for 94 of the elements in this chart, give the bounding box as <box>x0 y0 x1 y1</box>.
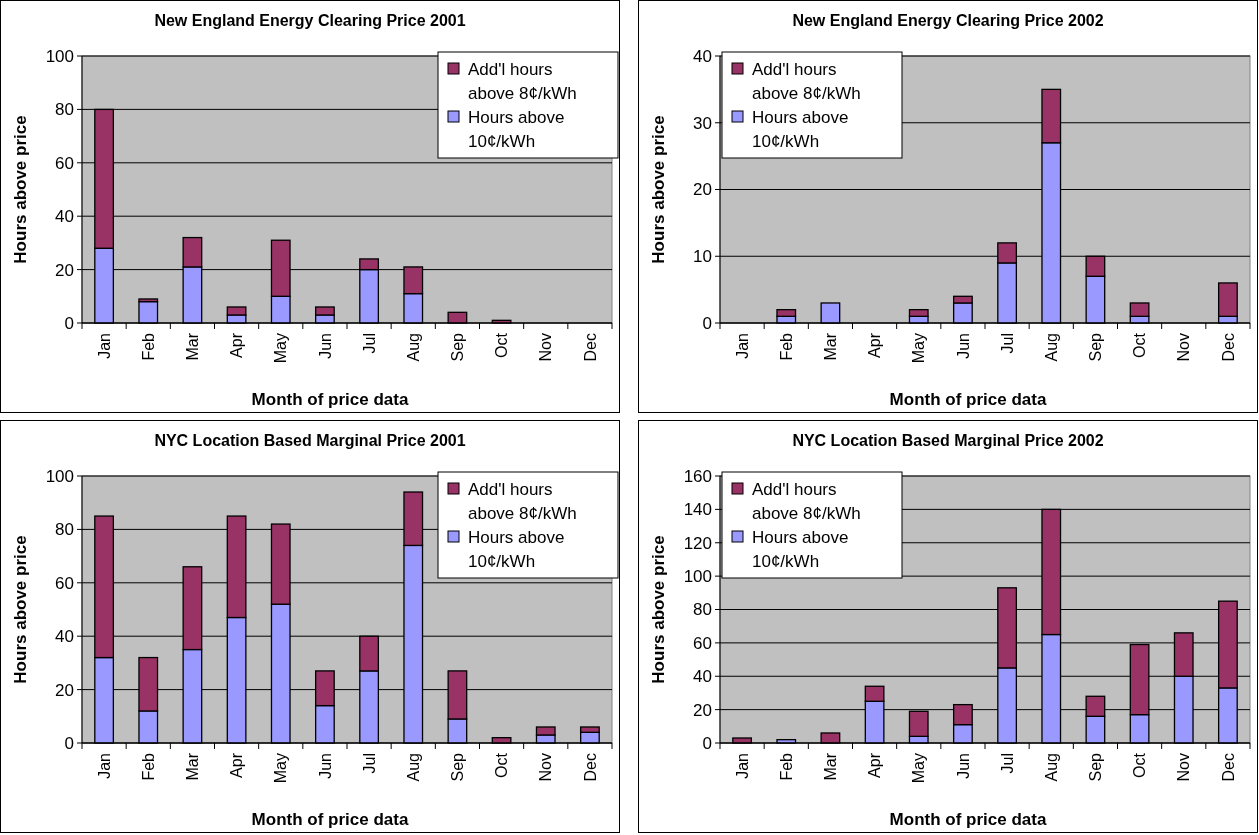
y-tick-label: 160 <box>683 466 712 486</box>
x-tick-label: Nov <box>537 333 555 362</box>
y-tick-label: 0 <box>702 733 712 753</box>
legend-label: Hours above 10¢/kWh <box>468 108 565 151</box>
x-axis-title: Month of price data <box>251 390 409 409</box>
y-tick-label: 100 <box>683 567 712 587</box>
y-tick-label: 40 <box>55 207 74 227</box>
x-tick-label: Feb <box>139 752 157 781</box>
y-tick-label: 20 <box>693 700 712 720</box>
x-tick-label: Mar <box>822 752 840 781</box>
x-tick-label: Jan <box>95 753 113 779</box>
x-tick-label: Jul <box>998 753 1016 774</box>
x-tick-label: Jun <box>316 753 334 779</box>
x-tick-label: Nov <box>1175 753 1193 782</box>
x-tick-label: May <box>910 753 928 784</box>
x-tick-label: Jun <box>954 753 972 779</box>
x-tick-label: Jul <box>360 333 378 354</box>
x-tick-label: Oct <box>493 332 511 358</box>
y-tick-label: 30 <box>693 113 712 133</box>
x-axis-title: Month of price data <box>251 810 409 829</box>
x-tick-label: Feb <box>139 332 157 361</box>
legend-label: Hours above 10¢/kWh <box>468 528 565 571</box>
x-tick-label: Jul <box>360 753 378 774</box>
x-tick-label: Sep <box>449 752 467 782</box>
x-tick-label: Jun <box>316 333 334 359</box>
x-tick-label: Aug <box>404 753 422 782</box>
x-tick-label: Feb <box>777 332 795 361</box>
x-tick-label: Jun <box>954 333 972 359</box>
x-axis-title: Month of price data <box>889 390 1047 409</box>
y-tick-label: 20 <box>55 680 74 700</box>
x-tick-label: Oct <box>1131 332 1149 358</box>
x-tick-label: May <box>910 333 928 364</box>
chart-title: New England Energy Clearing Price 2001 <box>154 12 466 29</box>
y-tick-label: 10 <box>693 247 712 267</box>
x-tick-label: Aug <box>404 333 422 362</box>
x-tick-label: Apr <box>228 752 246 778</box>
legend-label: Add'l hours above 8¢/kWh <box>752 60 861 103</box>
x-tick-label: Sep <box>449 332 467 362</box>
y-tick-label: 140 <box>683 500 712 520</box>
y-axis-title: Hours above price <box>11 535 30 684</box>
chart-title: NYC Location Based Marginal Price 2001 <box>154 432 466 449</box>
chart-title: NYC Location Based Marginal Price 2002 <box>792 432 1104 449</box>
legend-label: Hours above 10¢/kWh <box>752 528 849 571</box>
x-tick-label: Jan <box>95 333 113 359</box>
y-tick-label: 100 <box>45 466 74 486</box>
y-axis-title: Hours above price <box>11 115 30 264</box>
y-tick-label: 40 <box>693 46 712 66</box>
y-tick-label: 40 <box>693 667 712 687</box>
x-tick-label: Aug <box>1042 753 1060 782</box>
y-tick-label: 20 <box>55 260 74 280</box>
x-tick-label: Dec <box>1219 753 1237 782</box>
legend-label: Add'l hours above 8¢/kWh <box>468 60 577 103</box>
x-tick-label: Jan <box>733 333 751 359</box>
y-tick-label: 80 <box>55 100 74 120</box>
y-tick-label: 100 <box>45 46 74 66</box>
legend-label: Hours above 10¢/kWh <box>752 108 849 151</box>
x-tick-label: Jan <box>733 753 751 779</box>
y-axis-title: Hours above price <box>649 535 668 684</box>
y-tick-label: 60 <box>55 573 74 593</box>
x-tick-label: Apr <box>866 752 884 778</box>
x-tick-label: Dec <box>1219 333 1237 362</box>
x-tick-label: Aug <box>1042 333 1060 362</box>
x-tick-label: Nov <box>1175 333 1193 362</box>
y-tick-label: 0 <box>64 733 74 753</box>
y-tick-label: 0 <box>702 313 712 333</box>
x-tick-label: Oct <box>493 752 511 778</box>
chart-title: New England Energy Clearing Price 2002 <box>792 12 1104 29</box>
x-tick-label: Sep <box>1087 332 1105 362</box>
y-tick-label: 120 <box>683 533 712 553</box>
x-tick-label: May <box>272 753 290 784</box>
y-tick-label: 80 <box>55 520 74 540</box>
x-tick-label: Oct <box>1131 752 1149 778</box>
x-tick-label: Nov <box>537 753 555 782</box>
x-tick-label: Feb <box>777 752 795 781</box>
x-tick-label: Apr <box>866 332 884 358</box>
y-tick-label: 80 <box>693 600 712 620</box>
x-tick-label: Mar <box>822 332 840 361</box>
x-tick-label: May <box>272 333 290 364</box>
legend-label: Add'l hours above 8¢/kWh <box>752 480 861 523</box>
x-tick-label: Mar <box>184 332 202 361</box>
y-axis-title: Hours above price <box>649 115 668 264</box>
legend-label: Add'l hours above 8¢/kWh <box>468 480 577 523</box>
x-axis-title: Month of price data <box>889 810 1047 829</box>
x-tick-label: Mar <box>184 752 202 781</box>
y-tick-label: 40 <box>55 627 74 647</box>
y-tick-label: 60 <box>693 633 712 653</box>
x-tick-label: Jul <box>998 333 1016 354</box>
x-tick-label: Sep <box>1087 752 1105 782</box>
y-tick-label: 0 <box>64 313 74 333</box>
x-tick-label: Dec <box>581 333 599 362</box>
x-tick-label: Apr <box>228 332 246 358</box>
y-tick-label: 60 <box>55 153 74 173</box>
x-tick-label: Dec <box>581 753 599 782</box>
y-tick-label: 20 <box>693 180 712 200</box>
